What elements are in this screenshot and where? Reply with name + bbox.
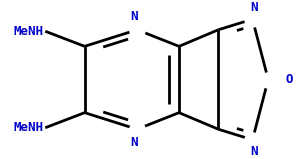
Text: N: N <box>131 136 138 149</box>
Text: N: N <box>131 10 138 23</box>
Text: N: N <box>250 1 258 14</box>
Text: N: N <box>250 145 258 158</box>
Text: MeNH: MeNH <box>14 121 44 134</box>
Text: O: O <box>285 73 293 86</box>
Text: MeNH: MeNH <box>14 25 44 38</box>
